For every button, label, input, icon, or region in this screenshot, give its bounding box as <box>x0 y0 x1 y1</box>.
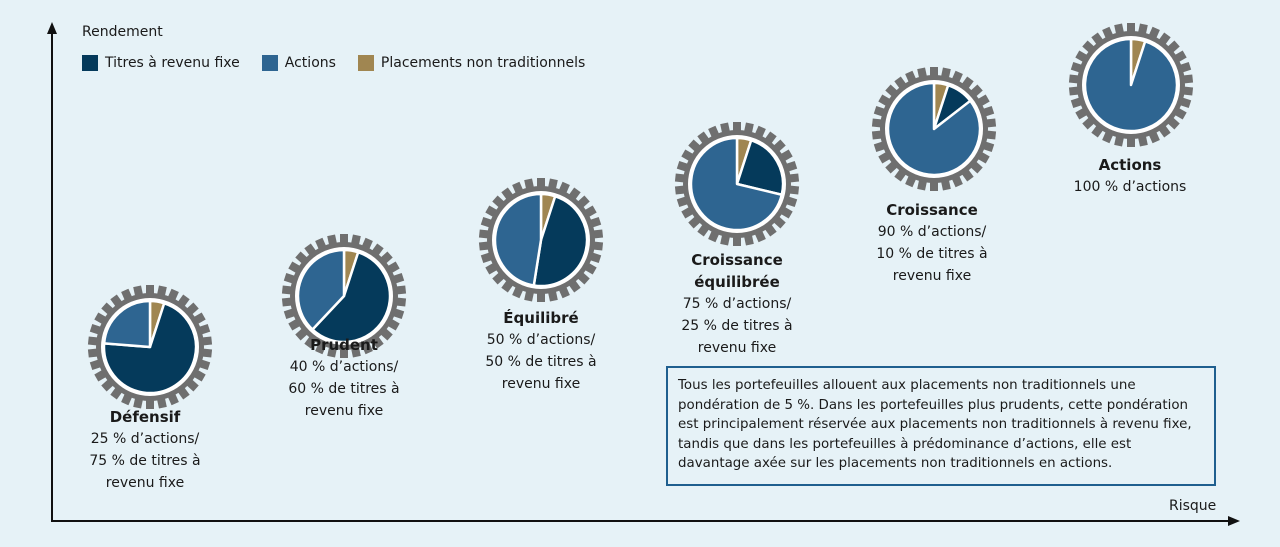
portfolio-desc: revenu fixe <box>697 340 777 356</box>
x-axis-arrow <box>1228 516 1240 526</box>
gear-tooth <box>146 397 154 409</box>
pie-slice-equities <box>296 248 346 331</box>
pie-slice-fixed-income <box>532 195 589 288</box>
legend-label: Placements non traditionnels <box>380 55 586 71</box>
gear-tooth <box>340 346 348 358</box>
gear-tooth <box>146 285 154 297</box>
legend-item-fixed-income: Titres à revenu fixe <box>82 55 240 71</box>
legend-swatch <box>82 55 98 71</box>
gear-tooth <box>733 122 741 134</box>
legend-label: Actions <box>284 55 336 71</box>
x-axis-label: Risque <box>1169 498 1217 514</box>
portfolio-desc: 75 % de titres à <box>89 453 201 469</box>
portfolio-gear-1 <box>281 234 407 358</box>
portfolio-desc: 10 % de titres à <box>876 246 988 262</box>
portfolio-desc: 75 % d’actions/ <box>682 296 792 312</box>
portfolio-title: Croissance <box>691 251 783 269</box>
portfolio-desc: revenu fixe <box>501 376 581 392</box>
gear-tooth <box>537 290 545 302</box>
label-croissance-equilibree: Croissance équilibrée 75 % d’actions/ 25… <box>681 249 792 359</box>
portfolio-title: Prudent <box>310 336 378 354</box>
label-equilibre: Équilibré 50 % d’actions/ 50 % de titres… <box>485 307 596 395</box>
legend-swatch <box>261 55 278 71</box>
note-box: Tous les portefeuilles allouent aux plac… <box>666 366 1216 486</box>
portfolio-desc: 40 % d’actions/ <box>289 359 399 375</box>
legend-label: Titres à revenu fixe <box>105 55 240 71</box>
portfolio-desc: 50 % de titres à <box>485 354 597 370</box>
portfolio-desc: 90 % d’actions/ <box>877 224 987 240</box>
portfolio-gear-0 <box>87 285 213 409</box>
pie-slice-fixed-income <box>735 139 785 196</box>
portfolio-title: Équilibré <box>503 309 579 327</box>
label-prudent: Prudent 40 % d’actions/ 60 % de titres à… <box>288 334 399 422</box>
portfolio-desc: 25 % de titres à <box>681 318 793 334</box>
y-axis-arrow <box>47 22 57 34</box>
gear-tooth <box>340 234 348 246</box>
portfolio-desc: 50 % d’actions/ <box>486 332 596 348</box>
portfolio-title: équilibrée <box>694 273 780 291</box>
portfolio-desc: 60 % de titres à <box>288 381 400 397</box>
gear-tooth <box>733 234 741 246</box>
pie-slice-equities <box>1083 37 1179 133</box>
label-actions: Actions 100 % d’actions <box>1074 154 1187 198</box>
pie-slice-equities <box>689 136 783 232</box>
gear-tooth <box>1127 23 1135 35</box>
portfolio-desc: revenu fixe <box>304 403 384 419</box>
portfolio-gear-3 <box>674 122 800 246</box>
portfolio-title: Actions <box>1098 156 1162 174</box>
gear-tooth <box>930 67 938 79</box>
legend-item-alternatives: Placements non traditionnels <box>357 55 586 71</box>
pie-slice-equities <box>493 192 543 287</box>
pie-slice-fixed-income <box>311 251 392 344</box>
gear-tooth <box>537 178 545 190</box>
portfolio-title: Défensif <box>109 408 181 426</box>
portfolio-gear-2 <box>478 178 604 302</box>
portfolio-desc: revenu fixe <box>892 268 972 284</box>
legend: Titres à revenu fixe Actions Placements … <box>82 55 585 71</box>
portfolio-gear-4 <box>871 67 997 191</box>
gear-tooth <box>1127 135 1135 147</box>
label-croissance: Croissance 90 % d’actions/ 10 % de titre… <box>876 199 987 287</box>
legend-swatch <box>357 55 374 71</box>
label-defensif: Défensif 25 % d’actions/ 75 % de titres … <box>89 406 200 494</box>
legend-item-equities: Actions <box>261 55 336 71</box>
pie-slice-equities <box>886 81 982 177</box>
portfolio-gear-5 <box>1068 23 1194 147</box>
gear-tooth <box>930 179 938 191</box>
portfolio-desc: revenu fixe <box>105 475 185 491</box>
portfolio-desc: 100 % d’actions <box>1073 179 1187 195</box>
portfolio-title: Croissance <box>886 201 978 219</box>
pie-slice-equities <box>102 299 152 349</box>
portfolio-desc: 25 % d’actions/ <box>90 431 200 447</box>
y-axis-label: Rendement <box>82 24 163 40</box>
